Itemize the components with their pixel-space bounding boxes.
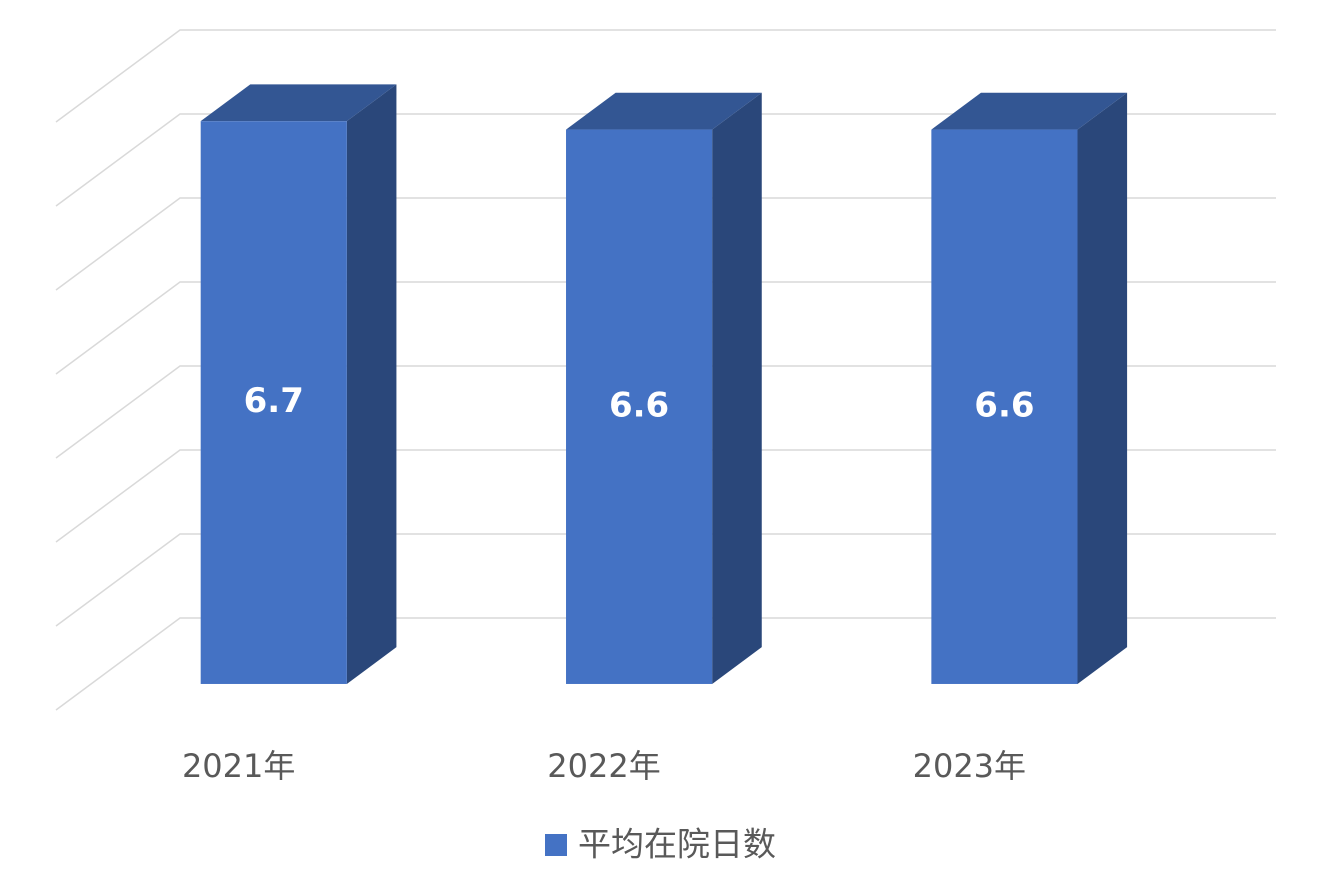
legend-label: 平均在院日数	[578, 825, 776, 864]
grid-line	[55, 281, 1276, 375]
bar-side	[712, 92, 762, 684]
grid-line	[55, 197, 1276, 291]
legend: 平均在院日数	[545, 825, 776, 864]
x-tick-label: 2023年	[913, 747, 1026, 785]
grid-line	[55, 29, 1276, 123]
grid-line	[55, 449, 1276, 543]
bar-side	[1077, 92, 1128, 684]
x-tick-label: 2022年	[547, 747, 660, 785]
bar-top	[931, 92, 1128, 130]
grid-line	[55, 113, 1276, 207]
grid-line	[55, 533, 1276, 627]
data-label: 6.6	[974, 385, 1034, 425]
x-tick-label: 2021年	[182, 747, 295, 785]
bar	[200, 121, 347, 684]
grid-line	[55, 365, 1276, 459]
bar-top	[200, 84, 397, 122]
bar	[566, 129, 713, 684]
legend-swatch	[545, 834, 567, 856]
bar-top	[566, 92, 762, 130]
bar-side	[346, 84, 397, 684]
grid-line	[55, 617, 1276, 711]
bar	[931, 129, 1078, 684]
data-label: 6.6	[609, 385, 669, 425]
data-label: 6.7	[244, 381, 304, 421]
